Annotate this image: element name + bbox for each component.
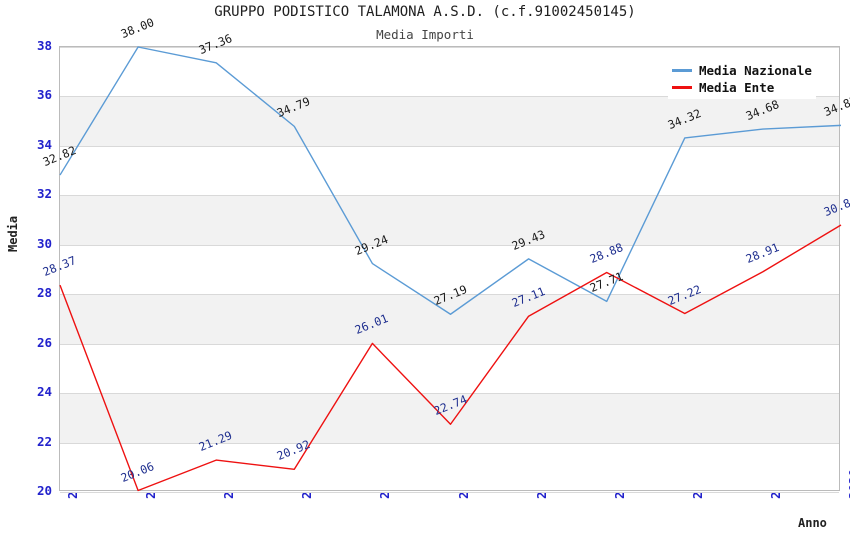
gridline-horizontal xyxy=(60,96,839,98)
chart-subtitle: Media Importi xyxy=(376,27,474,42)
legend-color-swatch xyxy=(672,86,692,89)
x-tick-label: 2020 xyxy=(846,468,850,499)
y-tick-label: 32 xyxy=(36,186,52,202)
background-band xyxy=(60,96,839,146)
gridline-horizontal xyxy=(60,145,839,147)
background-band xyxy=(60,393,839,443)
series-line xyxy=(59,46,842,315)
gridline-horizontal xyxy=(60,195,839,197)
legend-color-swatch xyxy=(672,69,692,72)
plot-area: 32.82 38.00 37.36 34.79 29.24 27.19 29.43 27.71… xyxy=(41,15,850,493)
x-axis-label: Anno xyxy=(798,516,827,530)
legend: Media Nazionale Media Ente xyxy=(668,60,816,99)
gridline-horizontal xyxy=(60,492,839,493)
gridline-horizontal xyxy=(60,442,839,444)
legend-item[interactable]: Media Nazionale xyxy=(672,62,812,79)
page-title: GRUPPO PODISTICO TALAMONA A.S.D. (c.f.91… xyxy=(214,4,636,20)
y-tick-label: 38 xyxy=(36,38,52,53)
series-line xyxy=(59,224,842,492)
legend-item-label: Media Nazionale xyxy=(699,63,812,78)
series-lines xyxy=(59,46,842,492)
gridline-horizontal xyxy=(60,294,839,296)
background-band xyxy=(60,195,839,245)
y-tick-label: 20 xyxy=(36,483,52,498)
y-tick-label: 34 xyxy=(36,136,52,152)
legend-item-label: Media Ente xyxy=(699,80,775,95)
y-tick-label: 26 xyxy=(36,334,52,350)
background-band xyxy=(60,294,839,344)
legend-item[interactable]: Media Ente xyxy=(672,79,812,96)
gridline-horizontal xyxy=(60,47,839,48)
gridline-horizontal xyxy=(60,343,839,345)
y-tick-label: 30 xyxy=(36,235,52,251)
gridline-horizontal xyxy=(60,393,839,395)
gridline-horizontal xyxy=(60,244,839,246)
y-tick-label: 22 xyxy=(36,433,52,449)
y-tick-label: 24 xyxy=(36,384,52,400)
y-tick-label: 36 xyxy=(36,87,52,103)
y-tick-label: 28 xyxy=(36,285,52,301)
